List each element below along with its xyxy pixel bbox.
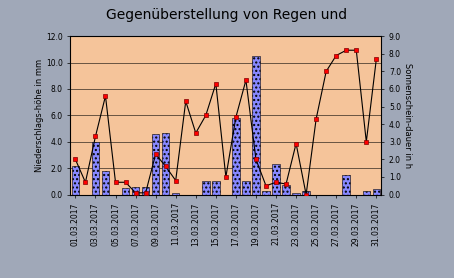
Bar bbox=[172, 193, 179, 195]
Bar bbox=[152, 134, 159, 195]
Bar bbox=[282, 185, 290, 195]
Bar bbox=[142, 187, 149, 195]
Bar bbox=[373, 189, 380, 195]
Text: Gegenüberstellung von Regen und: Gegenüberstellung von Regen und bbox=[106, 8, 348, 22]
Y-axis label: Niederschlags-höhe in mm: Niederschlags-höhe in mm bbox=[35, 59, 44, 172]
Bar bbox=[202, 182, 210, 195]
Bar bbox=[162, 133, 169, 195]
Bar bbox=[132, 187, 139, 195]
Bar bbox=[72, 166, 79, 195]
Bar bbox=[292, 193, 300, 195]
Bar bbox=[252, 56, 260, 195]
Bar bbox=[272, 164, 280, 195]
Bar bbox=[92, 142, 99, 195]
Bar bbox=[232, 118, 240, 195]
Bar bbox=[262, 191, 270, 195]
Bar bbox=[342, 175, 350, 195]
Bar bbox=[102, 171, 109, 195]
Bar bbox=[242, 182, 250, 195]
Bar bbox=[363, 191, 370, 195]
Bar bbox=[122, 188, 129, 195]
Bar bbox=[302, 191, 310, 195]
Bar bbox=[212, 182, 220, 195]
Y-axis label: Sonnenschein-dauer in h: Sonnenschein-dauer in h bbox=[403, 63, 411, 168]
